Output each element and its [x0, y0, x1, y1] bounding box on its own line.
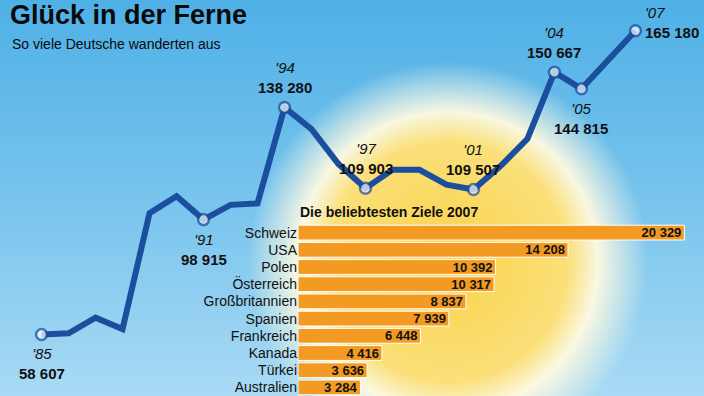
svg-text:Frankreich: Frankreich — [231, 328, 297, 344]
svg-text:6 448: 6 448 — [385, 328, 418, 343]
svg-text:Türkei: Türkei — [258, 362, 297, 378]
svg-text:'01109 507: '01109 507 — [446, 141, 500, 178]
svg-text:20 329: 20 329 — [642, 225, 682, 240]
svg-text:Die beliebtesten Ziele 2007: Die beliebtesten Ziele 2007 — [300, 204, 478, 220]
svg-text:Schweiz: Schweiz — [245, 225, 297, 241]
svg-text:'97109 903: '97109 903 — [339, 140, 393, 177]
svg-text:'8558 607: '8558 607 — [19, 345, 65, 382]
svg-text:'9198 915: '9198 915 — [181, 231, 227, 268]
svg-text:3 284: 3 284 — [324, 380, 357, 395]
svg-text:Großbritannien: Großbritannien — [204, 293, 297, 309]
svg-text:Polen: Polen — [261, 259, 297, 275]
svg-text:10 317: 10 317 — [451, 277, 491, 292]
svg-text:'05144 815: '05144 815 — [554, 100, 608, 137]
svg-text:'94138 280: '94138 280 — [258, 59, 312, 96]
svg-text:8 837: 8 837 — [430, 294, 463, 309]
svg-text:Kanada: Kanada — [249, 345, 297, 361]
svg-text:Spanien: Spanien — [246, 311, 297, 327]
svg-text:Österreich: Österreich — [232, 275, 297, 292]
svg-text:'07165 180: '07165 180 — [645, 4, 699, 41]
svg-text:USA: USA — [268, 242, 297, 258]
svg-text:Australien: Australien — [235, 379, 297, 395]
svg-text:'04150 667: '04150 667 — [527, 24, 581, 61]
svg-text:3 636: 3 636 — [332, 363, 365, 378]
svg-text:7 939: 7 939 — [413, 311, 446, 326]
svg-text:So viele Deutsche wanderten au: So viele Deutsche wanderten aus — [12, 36, 221, 52]
svg-text:10 392: 10 392 — [453, 260, 493, 275]
svg-text:Glück in der Ferne: Glück in der Ferne — [10, 0, 247, 30]
svg-text:4 416: 4 416 — [346, 346, 379, 361]
svg-text:14 208: 14 208 — [525, 242, 565, 257]
